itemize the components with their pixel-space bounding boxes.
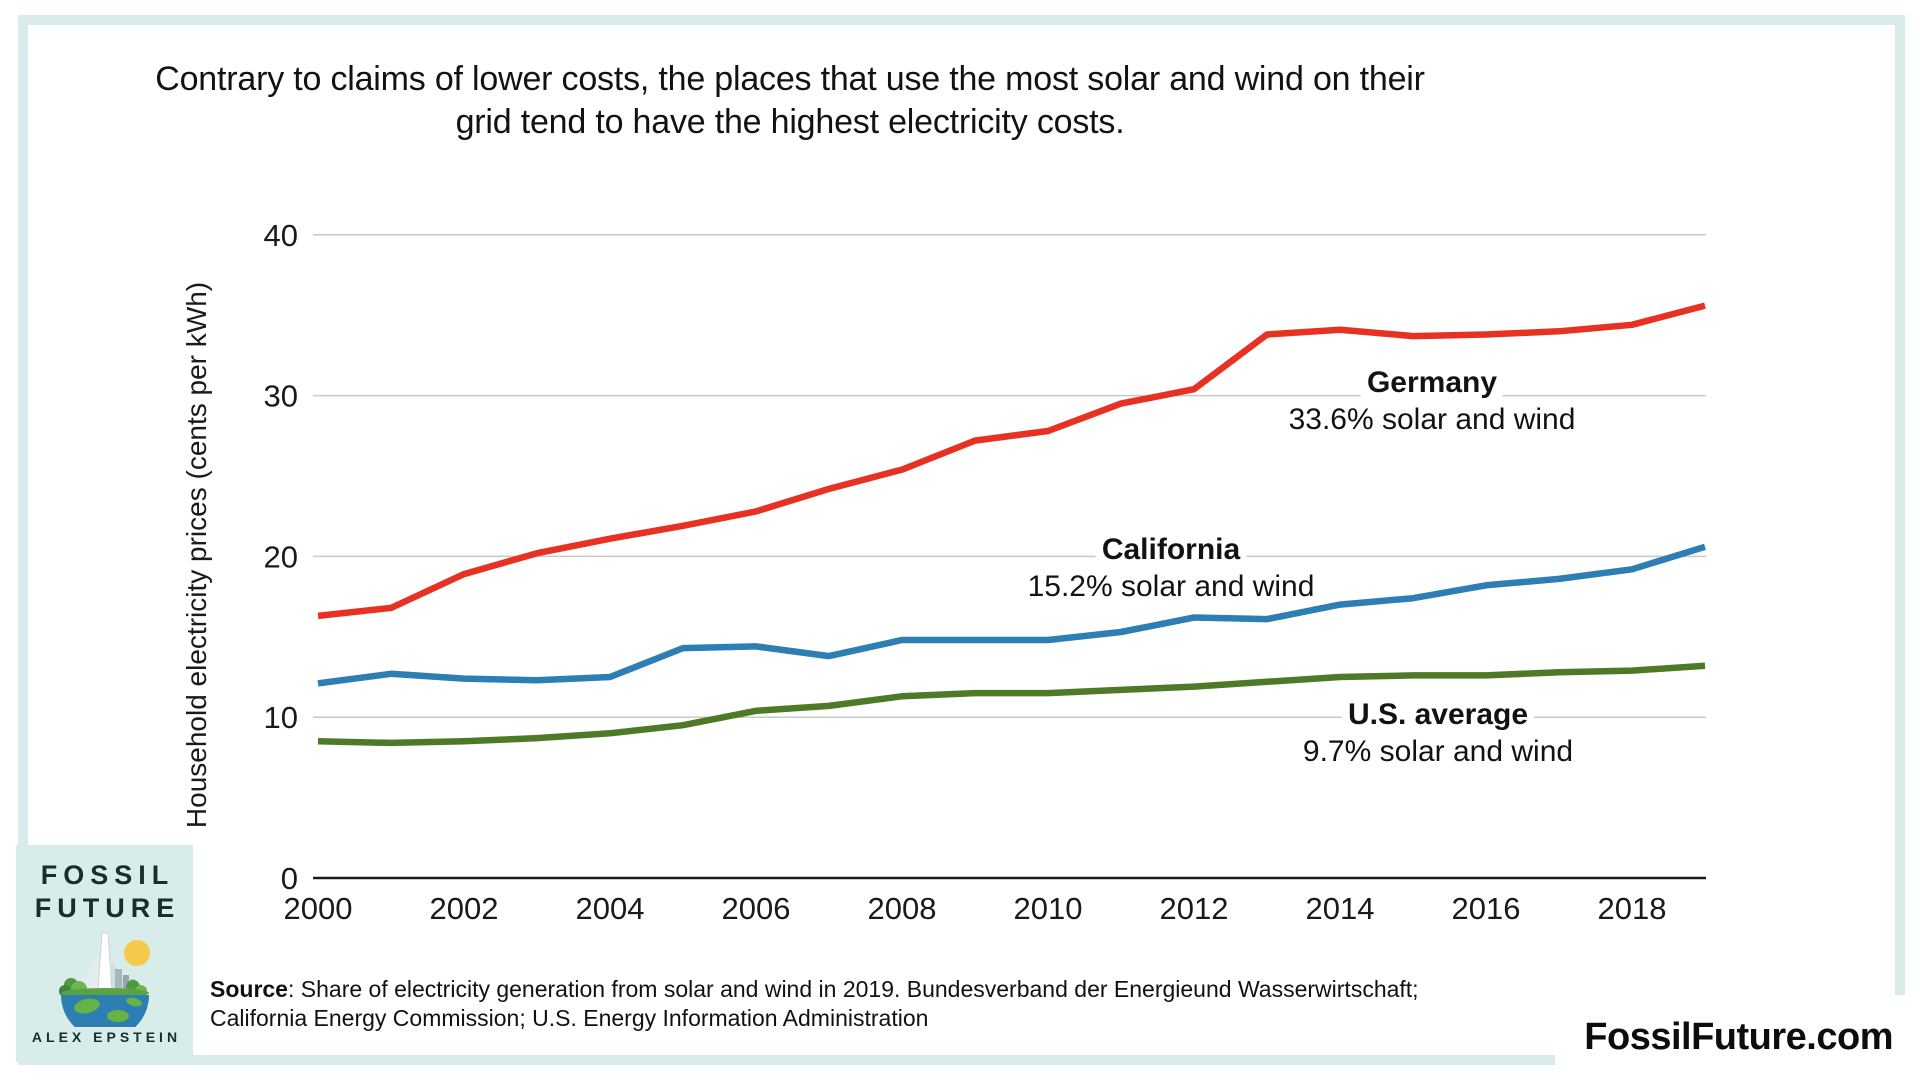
y-tick-label: 20 — [264, 539, 298, 574]
logo-title-future: FUTURE — [34, 893, 181, 923]
y-axis-label: Household electricity prices (cents per … — [181, 281, 212, 829]
x-tick-label: 2016 — [1452, 891, 1521, 926]
series-line-germany — [317, 302, 1706, 620]
chart-title-line2: grid tend to have the highest electricit… — [455, 103, 1125, 141]
x-tick-label: 2000 — [284, 891, 353, 926]
annotation-california: California 15.2% solar and wind — [1021, 531, 1321, 605]
annotation-california-share: 15.2% solar and wind — [1021, 568, 1321, 605]
x-tick-label: 2010 — [1014, 891, 1083, 926]
x-tick-label: 2018 — [1598, 891, 1667, 926]
series-line-u-s-average — [317, 662, 1706, 747]
chart-title-line1: Contrary to claims of lower costs, the p… — [155, 60, 1425, 98]
chart-title: Contrary to claims of lower costs, the p… — [80, 58, 1500, 144]
x-tick-label: 2008 — [868, 891, 937, 926]
page-frame — [18, 15, 1905, 1065]
y-tick-label: 40 — [264, 218, 298, 253]
x-tick-label: 2014 — [1306, 891, 1375, 926]
x-tick-label: 2012 — [1160, 891, 1229, 926]
y-tick-label: 10 — [264, 700, 298, 735]
annotation-us-average: U.S. average 9.7% solar and wind — [1296, 696, 1580, 770]
source-note: Source: Share of electricity generation … — [210, 975, 1510, 1033]
y-tick-label: 0 — [281, 861, 298, 896]
annotation-germany-share: 33.6% solar and wind — [1282, 401, 1582, 438]
annotation-us-average-share: 9.7% solar and wind — [1296, 733, 1580, 770]
annotation-germany: Germany 33.6% solar and wind — [1282, 364, 1582, 438]
y-tick-label: 30 — [264, 379, 298, 414]
x-tick-label: 2002 — [430, 891, 499, 926]
website-link[interactable]: FossilFuture.com — [1584, 1016, 1893, 1058]
annotation-germany-name: Germany — [1360, 364, 1504, 401]
source-note-line1: Source: Share of electricity generation … — [210, 975, 1510, 1004]
source-text1: : Share of electricity generation from s… — [287, 976, 1419, 1002]
globe-illustration-icon — [58, 932, 150, 1027]
source-note-line2: California Energy Commission; U.S. Energ… — [210, 1005, 929, 1031]
annotation-california-name: California — [1095, 531, 1247, 568]
x-tick-label: 2004 — [576, 891, 645, 926]
annotation-us-average-name: U.S. average — [1341, 696, 1535, 733]
source-label: Source — [210, 976, 288, 1002]
fossil-future-logo: FOSSIL FUTURE ALEX EPSTEIN — [16, 845, 193, 1062]
logo-author: ALEX EPSTEIN — [31, 1029, 182, 1045]
footer: FossilFuture.com — [1555, 995, 1920, 1080]
x-tick-label: 2006 — [722, 891, 791, 926]
series-line-california — [317, 543, 1706, 687]
logo-title-fossil: FOSSIL — [40, 860, 175, 890]
